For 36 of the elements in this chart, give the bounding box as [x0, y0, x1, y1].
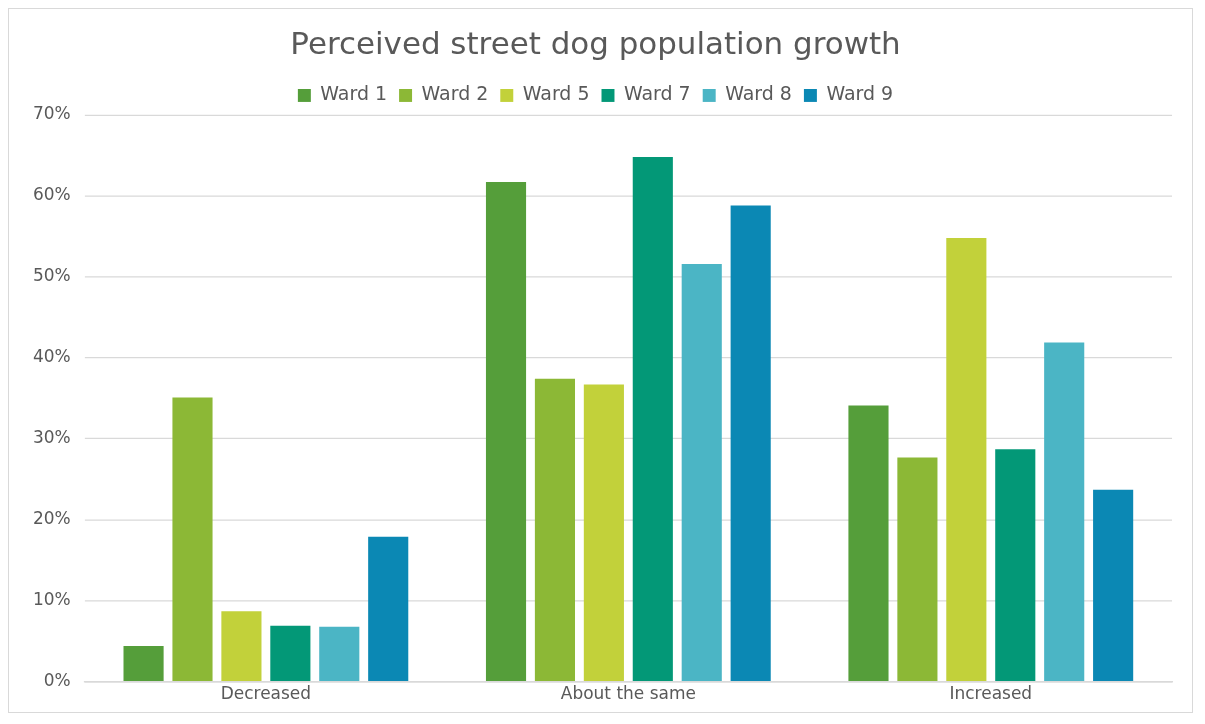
y-tick-label: 60% — [32, 184, 71, 205]
bar — [270, 625, 311, 682]
y-tick-label: 30% — [32, 427, 71, 448]
bar — [1093, 489, 1134, 682]
bar — [221, 611, 262, 682]
bar — [368, 536, 409, 682]
bar — [583, 384, 624, 682]
y-tick-label: 10% — [32, 589, 71, 610]
bar — [995, 449, 1036, 682]
y-tick-label: 0% — [43, 670, 71, 691]
bar — [946, 237, 987, 682]
bar — [1044, 342, 1085, 682]
x-tick-label: Increased — [949, 683, 1033, 704]
y-tick-label: 40% — [32, 346, 71, 367]
y-tick-label: 70% — [32, 103, 71, 124]
bar — [123, 646, 164, 682]
x-tick-label: About the same — [560, 683, 696, 704]
legend-label: Ward 1 — [320, 82, 388, 105]
bar — [172, 397, 213, 682]
bar — [485, 182, 527, 682]
y-tick-label: 50% — [32, 265, 71, 286]
legend-label: Ward 2 — [421, 82, 489, 105]
legend-label: Ward 9 — [826, 82, 894, 105]
bar — [681, 263, 722, 682]
bar — [534, 378, 576, 682]
y-tick-label: 20% — [32, 508, 71, 529]
legend-label: Ward 8 — [725, 82, 792, 105]
legend-label: Ward 7 — [623, 82, 691, 105]
x-tick-label: Decreased — [220, 683, 312, 704]
legend-label: Ward 5 — [522, 82, 590, 105]
chart-title: Perceived street dog population growth — [290, 24, 901, 61]
bar — [319, 626, 360, 682]
bar — [730, 205, 771, 682]
bar — [632, 157, 673, 682]
bar — [897, 457, 938, 682]
bar — [848, 405, 889, 682]
